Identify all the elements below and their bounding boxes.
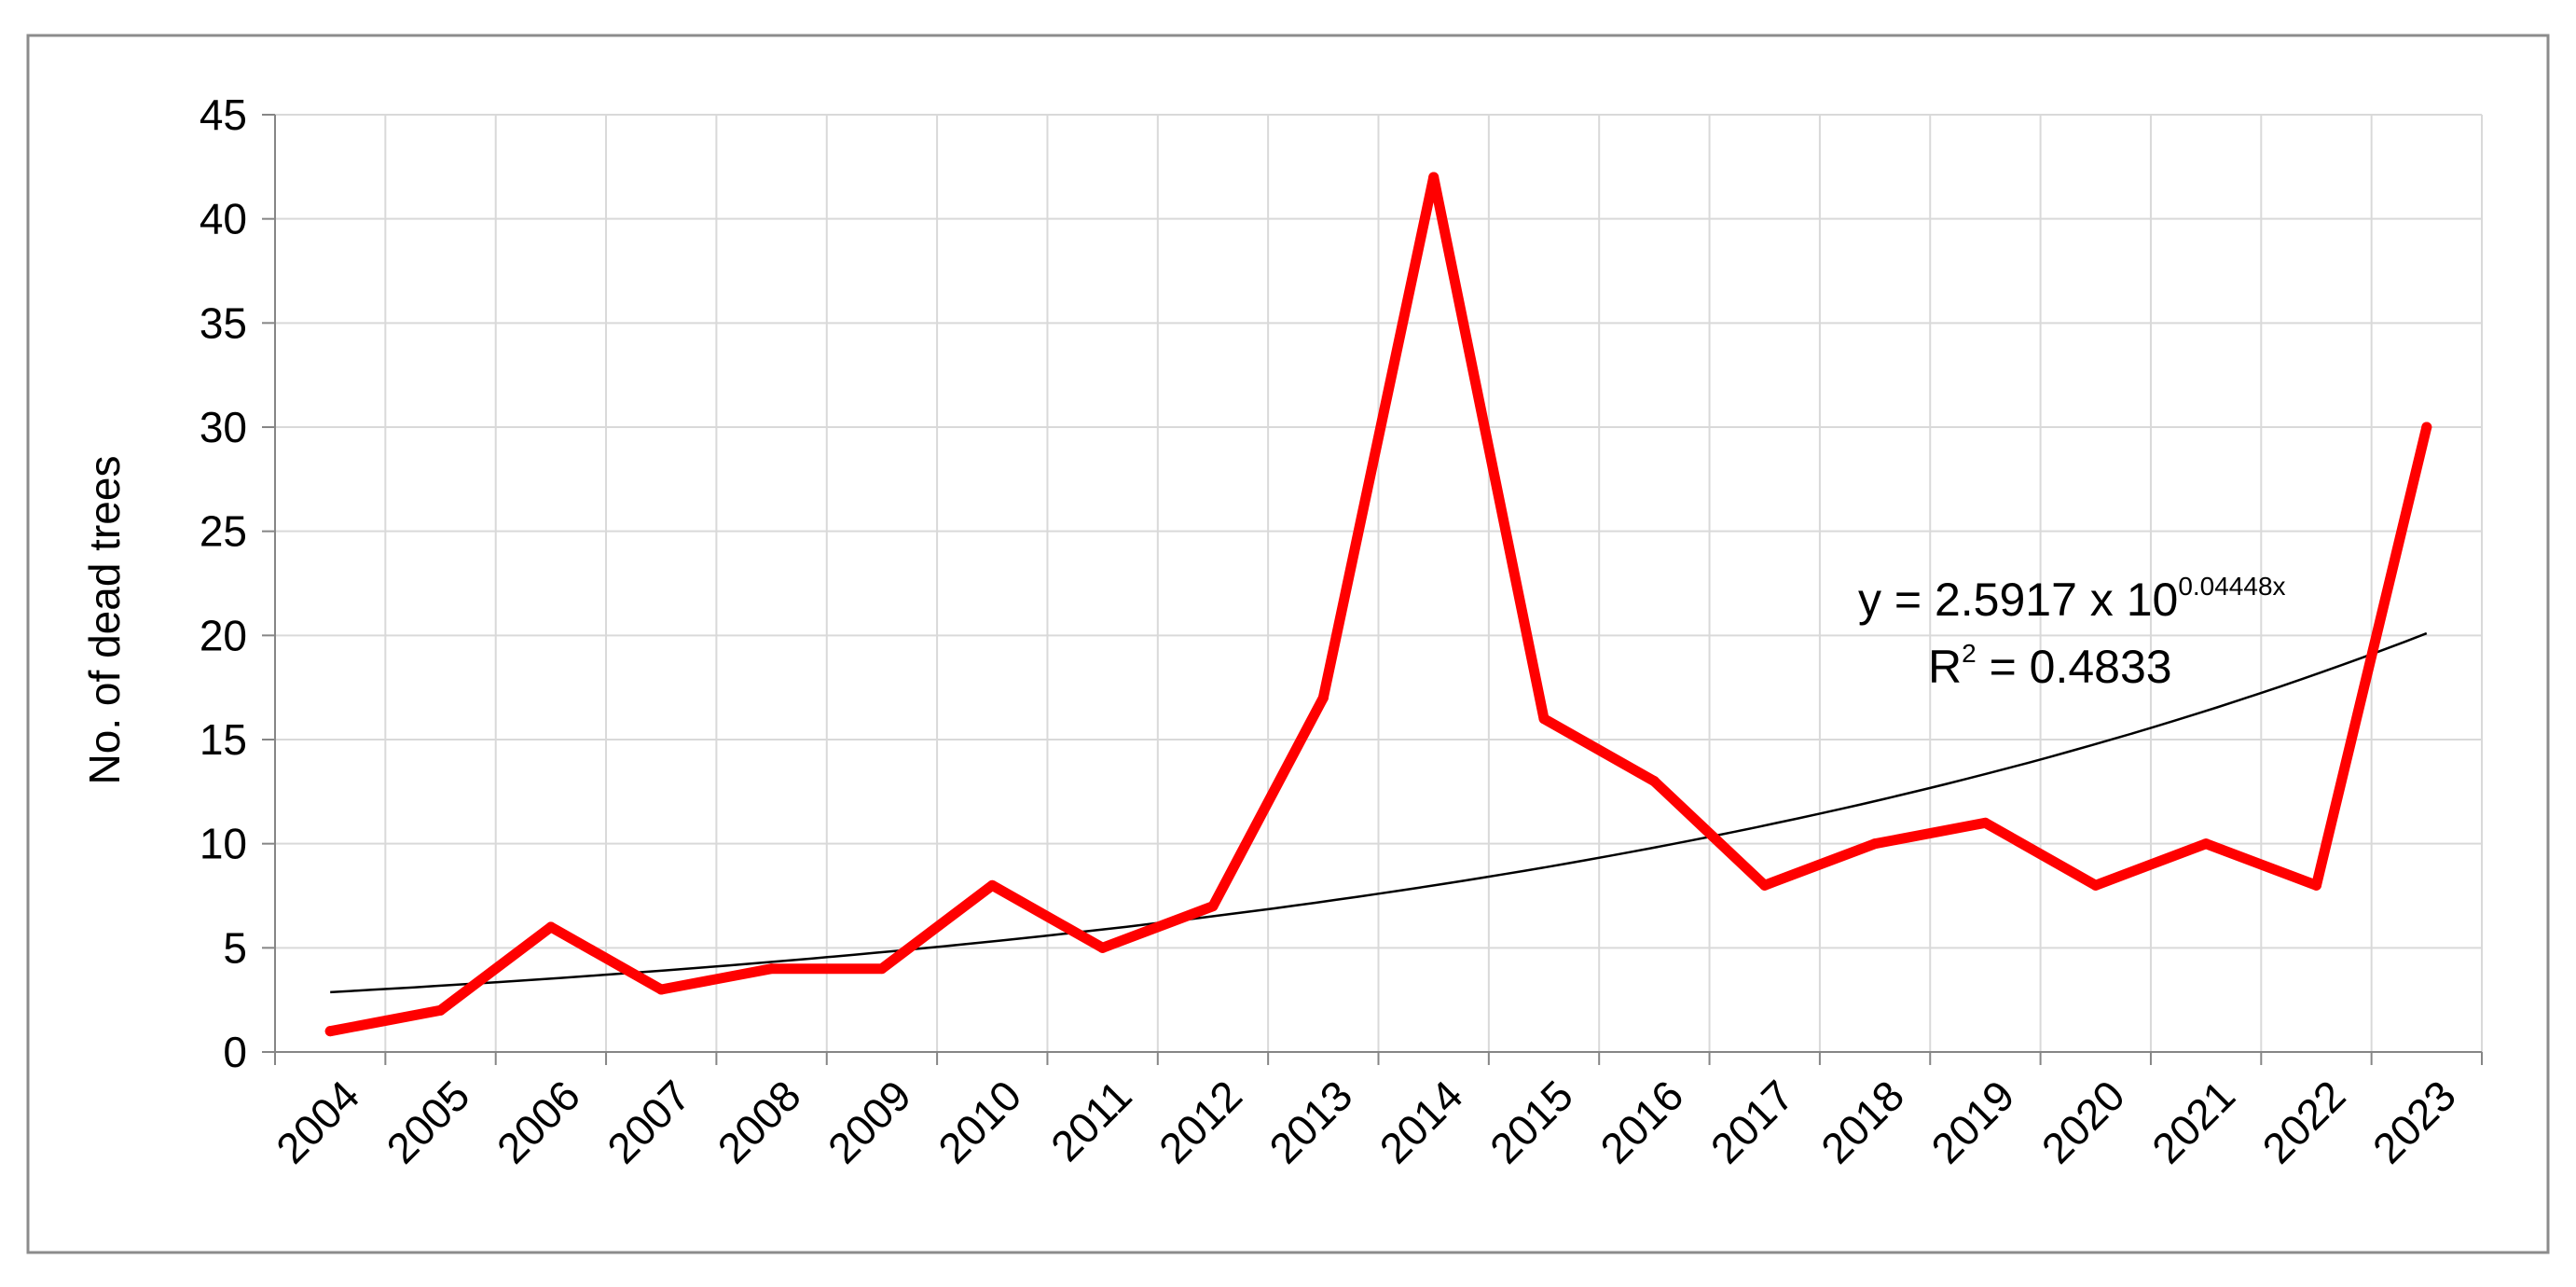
data-point [2310,879,2321,891]
data-point [1428,172,1440,183]
data-point [1317,692,1329,703]
y-tick-label: 30 [200,403,247,451]
data-point [2090,879,2101,891]
trendline-annotation: y = 2.5917 x 100.04448x R2 = 0.4833 [1858,572,2286,693]
trendline-equation: y = 2.5917 x 100.04448x [1858,572,2286,626]
y-tick-labels: 0 5 10 15 20 25 30 35 40 45 [200,90,247,1076]
trendline [330,631,2428,994]
y-tick-label: 0 [223,1028,247,1076]
data-point [2421,422,2432,433]
data-point [1759,879,1770,891]
data-point [766,963,778,975]
data-point [876,963,888,975]
series-line [324,172,2432,1037]
y-tick-label: 20 [200,611,247,659]
data-point [1538,713,1550,725]
y-tick-label: 40 [200,195,247,243]
trendline-layer [330,631,2428,994]
data-point [986,879,998,891]
data-point [2200,838,2211,850]
y-tick-label: 15 [200,715,247,764]
data-point [545,921,557,933]
axes [262,114,2483,1065]
data-point [1869,838,1880,850]
y-tick-label: 5 [223,923,247,972]
data-point [655,984,667,995]
data-point [435,1004,447,1016]
outer-border [26,34,2550,1254]
trendline-r-squared: R2 = 0.4833 [1928,639,2172,693]
data-point [1648,776,1660,787]
y-tick-label: 35 [200,298,247,347]
y-axis-label: No. of dead trees [80,456,129,785]
y-tick-label: 45 [200,90,247,139]
y-tick-label: 25 [200,507,247,556]
data-point [1097,942,1109,953]
y-tick-label: 10 [200,820,247,868]
data-point [1979,817,1991,828]
series-layer [324,172,2432,1037]
gridlines [275,114,2483,1052]
data-point [324,1026,336,1037]
data-point [1207,901,1219,912]
